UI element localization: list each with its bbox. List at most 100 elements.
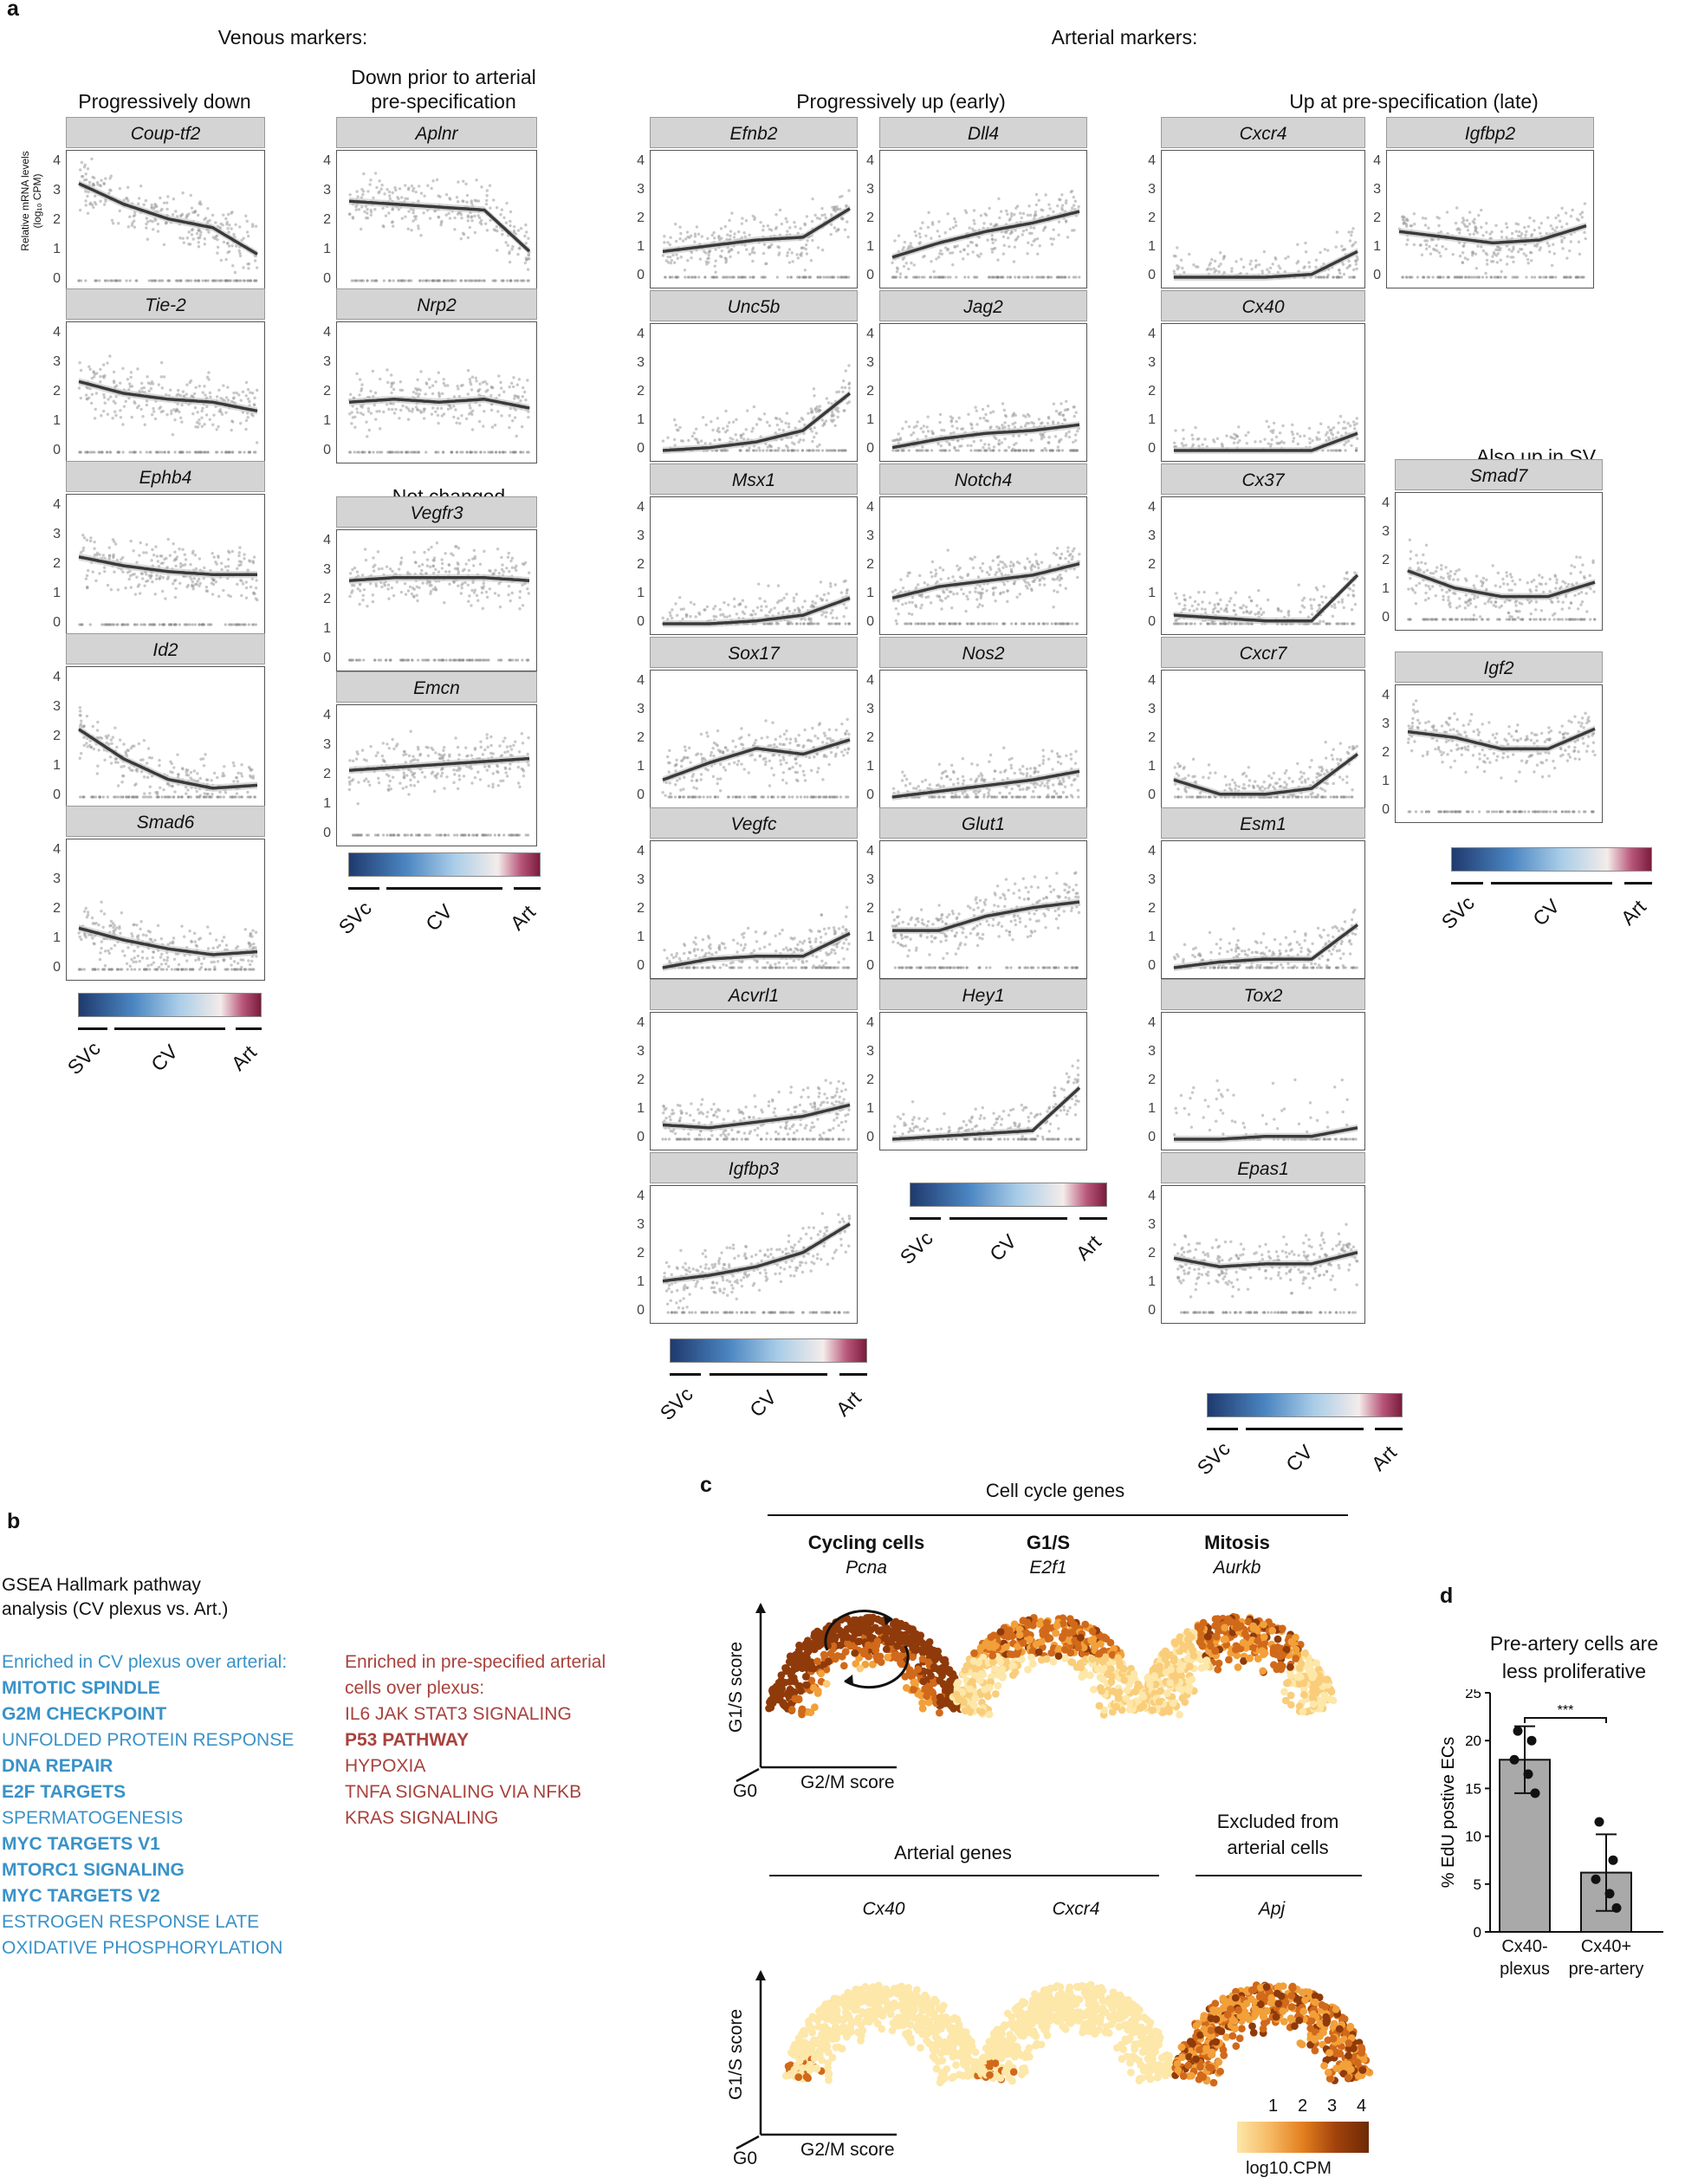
ytick: 2	[866, 730, 874, 745]
colorbar-segment	[949, 1217, 1068, 1220]
ytick: 0	[1148, 1303, 1156, 1318]
gsea-item: HYPOXIA	[345, 1756, 426, 1776]
zero-dots	[1407, 810, 1595, 813]
gsea-item: G2M CHECKPOINT	[2, 1704, 167, 1724]
scatter-dots	[1172, 227, 1359, 278]
trend-ribbon	[79, 924, 257, 959]
trend-ribbon	[1174, 571, 1358, 625]
ytick: 4	[866, 673, 874, 688]
scatter-dots	[661, 717, 851, 798]
umap-gene: E2f1	[1029, 1558, 1067, 1578]
ytick: 1	[637, 1101, 645, 1116]
ytick: 2	[1373, 211, 1381, 225]
gsea-item: DNA REPAIR	[2, 1756, 113, 1776]
zero-dots	[1401, 275, 1585, 279]
colorbar-label-svc: SVc	[655, 1383, 697, 1425]
ytick: 2	[1148, 1073, 1156, 1087]
ytick: 2	[866, 557, 874, 572]
colorbar	[1207, 1393, 1403, 1417]
trend-curve	[1173, 1251, 1358, 1268]
ytick: 0	[637, 1130, 645, 1144]
trend-curve	[1173, 924, 1359, 969]
category-label: Cx40+	[1580, 1937, 1632, 1956]
ytick: 3	[866, 355, 874, 370]
colorbar-label-art: Art	[505, 900, 540, 935]
gene-strip-aplnr: Aplnr	[336, 117, 537, 148]
gene-plot-igfbp2	[1386, 150, 1594, 288]
gene-strip-emcn: Emcn	[336, 671, 537, 703]
zero-dots	[661, 1137, 850, 1141]
gsea-item: P53 PATHWAY	[345, 1730, 470, 1750]
colorbar-label-cv: CV	[985, 1229, 1021, 1266]
colorbar-label-cv: CV	[146, 1040, 183, 1076]
zero-dots	[347, 450, 530, 454]
ytick: 0	[53, 271, 61, 286]
ytick: 4	[1148, 673, 1156, 688]
umap-axes-bot	[736, 1970, 897, 2150]
ytick: 0	[1382, 610, 1390, 625]
umap-legend-colorbar	[1237, 2122, 1369, 2153]
panel-letter-a: a	[7, 0, 19, 21]
ytick: 1	[637, 239, 645, 254]
data-point	[1594, 1817, 1604, 1827]
ytick: 4	[1148, 844, 1156, 859]
ytick: 2	[637, 384, 645, 399]
trend-ribbon	[1174, 248, 1358, 281]
ytick: 2	[1148, 211, 1156, 225]
gene-strip-hey1: Hey1	[879, 979, 1087, 1010]
colorbar-label-svc: SVc	[334, 897, 376, 939]
umap-gene: Cx40	[862, 1899, 905, 1919]
gene-strip-acvrl1: Acvrl1	[650, 979, 858, 1010]
y-tick-label: 10	[1465, 1829, 1481, 1845]
ytick: 4	[637, 153, 645, 168]
colorbar-label-cv: CV	[1281, 1440, 1318, 1476]
gene-strip-vegfc: Vegfc	[650, 807, 858, 839]
gene-strip-igfbp3: Igfbp3	[650, 1152, 858, 1183]
ytick: 4	[1373, 153, 1381, 168]
gene-plot-nrp2	[336, 321, 537, 463]
gsea-cv-header: Enriched in CV plexus over arterial:	[2, 1652, 288, 1672]
gene-plot-vegfr3	[336, 529, 537, 671]
trend-curve	[348, 756, 530, 772]
zero-dots	[1180, 1311, 1357, 1314]
zero-dots	[895, 622, 1079, 625]
ytick: 1	[323, 796, 331, 811]
gsea-item: KRAS SIGNALING	[345, 1808, 499, 1828]
ytick: 4	[1148, 500, 1156, 515]
cell-cycle-rule	[768, 1514, 1348, 1516]
arterial-genes-title: Arterial genes	[894, 1842, 1012, 1863]
ytick: 2	[53, 556, 61, 571]
colorbar-label-art: Art	[832, 1386, 866, 1421]
colorbar	[78, 993, 262, 1017]
category-label: pre-artery	[1568, 1960, 1644, 1979]
ytick: 4	[1148, 327, 1156, 341]
umap-cloud-cxcr4	[974, 1980, 1176, 2085]
colorbar-label-svc: SVc	[63, 1037, 106, 1079]
colorbar-segment	[1623, 882, 1652, 885]
excluded-title-1: Excluded from	[1216, 1811, 1339, 1832]
trend-curve	[1173, 574, 1359, 623]
ytick: 1	[866, 1101, 874, 1116]
gene-strip-coup-tf2: Coup-tf2	[66, 117, 265, 148]
colorbar-segment	[709, 1373, 828, 1376]
umap-title: Mitosis	[1204, 1532, 1270, 1553]
gene-plot-esm1	[1161, 840, 1365, 979]
ytick: 0	[866, 441, 874, 456]
scatter-dots	[1397, 202, 1587, 275]
ytick: 0	[637, 787, 645, 802]
umap-legend-title: log10.CPM	[1246, 2159, 1332, 2178]
gene-plot-notch4	[879, 496, 1087, 635]
group-title-down-prior-2: pre-specification	[371, 90, 516, 113]
panel-letter-c: c	[700, 1473, 712, 1497]
ytick: 0	[1148, 614, 1156, 629]
axis-origin-label: G0	[733, 2148, 758, 2168]
gene-strip-nos2: Nos2	[879, 637, 1087, 668]
ytick: 2	[1148, 557, 1156, 572]
gene-plot-emcn	[336, 704, 537, 846]
ytick: 0	[866, 1130, 874, 1144]
gsea-title-2: analysis (CV plexus vs. Art.)	[2, 1599, 229, 1619]
gene-strip-notch4: Notch4	[879, 463, 1087, 495]
trend-ribbon	[663, 736, 850, 784]
ytick: 1	[323, 621, 331, 636]
ytick: 3	[53, 872, 61, 886]
